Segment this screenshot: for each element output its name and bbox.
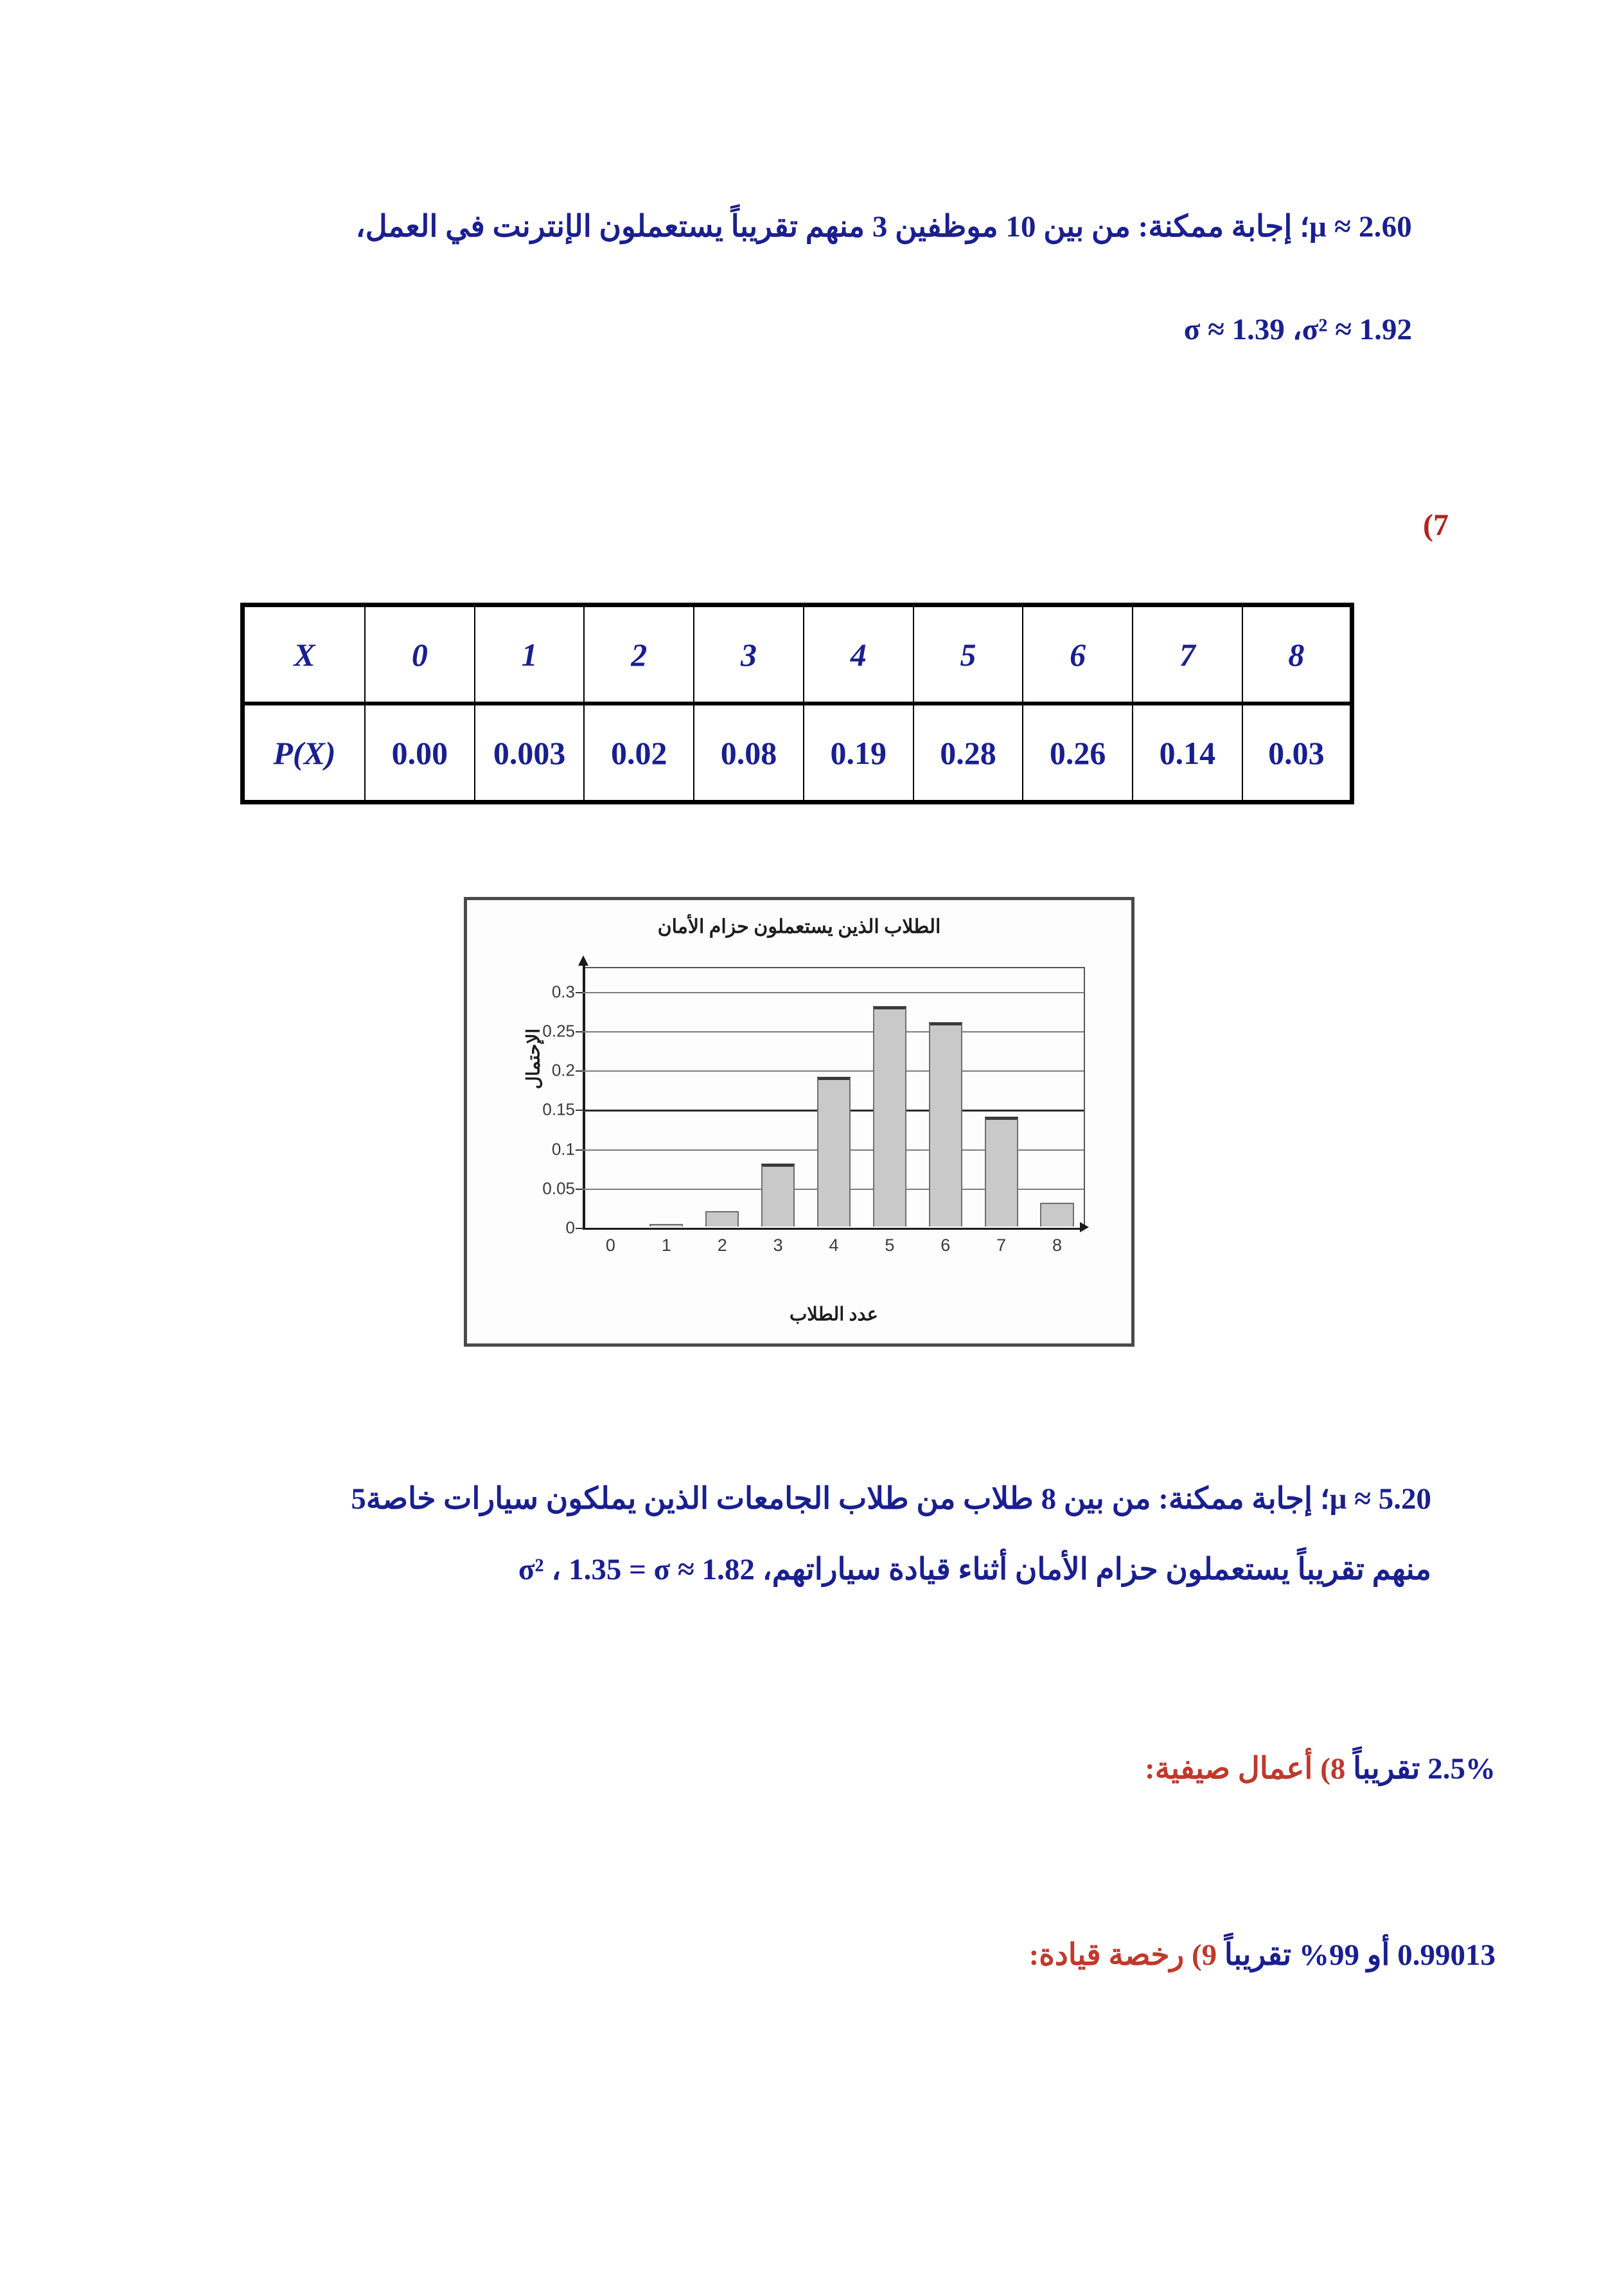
y-axis-arrow-icon (578, 955, 588, 966)
table-cell-p-1: 0.003 (473, 702, 585, 803)
table-cell-x-8: 8 (1241, 604, 1353, 704)
table-row: P(X) 0.00 0.003 0.02 0.08 0.19 0.28 0.26… (242, 702, 1353, 803)
probability-histogram-figure: الطلاب الذين يستعملون حزام الأمان الإحتم… (464, 897, 1134, 1347)
table-cell-x-2: 2 (583, 604, 695, 704)
answer-item-8-value: 2.5% تقريباً (1353, 1752, 1496, 1785)
x-tick-label: 1 (661, 1236, 671, 1255)
x-tick-label: 5 (885, 1236, 895, 1255)
answer-q6-line2: σ ≈ 1.39 ،σ² ≈ 1.92 (1183, 313, 1412, 346)
chart-x-axis-title: عدد الطلاب (790, 1304, 878, 1325)
table-header-px: P(X) (242, 702, 366, 803)
table-cell-p-6: 0.26 (1022, 702, 1134, 803)
table-header-x: X (242, 604, 366, 704)
chart-y-axis-title: الإحتمال (524, 1028, 544, 1090)
chart-gridline (583, 991, 1084, 993)
answer-item-9-value: 0.99013 أو 99% تقريباً (1224, 1938, 1496, 1972)
answer-item-9-label: 9) رخصة قيادة: (1028, 1938, 1217, 1972)
x-axis-arrow-icon (1080, 1222, 1089, 1232)
y-tick-mark (576, 991, 583, 993)
chart-bar (1040, 1203, 1074, 1227)
y-tick-label: 0.2 (551, 1060, 575, 1080)
answer-item-8: 2.5% تقريباً 8) أعمال صيفية: (1145, 1751, 1496, 1786)
table-cell-x-1: 1 (473, 604, 585, 704)
y-axis-line (583, 963, 585, 1228)
answer-q6-line1: 2.60 ≈ μ؛ إجابة ممكنة: من بين 10 موظفين … (355, 210, 1412, 244)
y-tick-label: 0 (565, 1218, 575, 1237)
table-cell-p-3: 0.08 (693, 702, 804, 803)
chart-bar (872, 1006, 906, 1227)
y-tick-mark (576, 1188, 583, 1190)
table-cell-p-7: 0.14 (1132, 702, 1243, 803)
chart-title: الطلاب الذين يستعملون حزام الأمان (657, 916, 941, 937)
x-tick-label: 7 (996, 1236, 1007, 1255)
answer-q7-line1: 5.20 ≈ μ؛ إجابة ممكنة: من بين 8 طلاب من … (351, 1482, 1431, 1516)
y-tick-label: 0.1 (551, 1139, 575, 1159)
question-number-7: (7 (1423, 508, 1449, 542)
answer-q7-line2: منهم تقريباً يستعملون حزام الأمان أثناء … (518, 1553, 1431, 1586)
table-cell-x-4: 4 (802, 604, 914, 704)
chart-bar (649, 1224, 684, 1227)
y-tick-mark (576, 1228, 583, 1229)
table-cell-x-6: 6 (1022, 604, 1134, 704)
y-tick-mark (576, 1031, 583, 1032)
table-cell-x-0: 0 (364, 604, 475, 704)
x-tick-label: 4 (829, 1236, 839, 1255)
x-tick-label: 2 (717, 1236, 727, 1255)
x-tick-label: 0 (605, 1236, 615, 1255)
chart-bar (761, 1164, 795, 1227)
table-cell-x-5: 5 (912, 604, 1024, 704)
chart-bar (816, 1077, 851, 1227)
chart-plot-area: 0 0.05 0.1 0.15 0.2 0.25 0.3 0 1 2 3 4 5 6 7 8 (542, 955, 1089, 1255)
chart-bar (928, 1022, 962, 1227)
chart-gridline (583, 1228, 1084, 1230)
table-cell-p-2: 0.02 (583, 702, 695, 803)
y-tick-label: 0.25 (542, 1021, 575, 1041)
answer-item-8-label: 8) أعمال صيفية: (1145, 1752, 1346, 1785)
y-tick-mark (576, 1110, 583, 1112)
table-cell-p-8: 0.03 (1241, 702, 1353, 803)
table-cell-p-0: 0.00 (364, 702, 475, 803)
table-cell-x-3: 3 (693, 604, 804, 704)
x-tick-label: 6 (940, 1236, 951, 1255)
probability-distribution-table: X 0 1 2 3 4 5 6 7 8 P(X) 0.00 0.003 0.02… (240, 603, 1354, 804)
chart-bar (705, 1210, 739, 1227)
chart-gridline (583, 1031, 1084, 1032)
chart-bar (984, 1116, 1018, 1227)
x-tick-label: 3 (773, 1236, 783, 1255)
y-tick-label: 0.15 (542, 1099, 575, 1119)
answer-item-9: 0.99013 أو 99% تقريباً 9) رخصة قيادة: (1029, 1937, 1496, 1972)
y-tick-label: 0.05 (542, 1178, 575, 1198)
x-tick-label: 8 (1052, 1236, 1063, 1255)
y-tick-label: 0.3 (551, 982, 575, 1002)
table-cell-p-5: 0.28 (912, 702, 1024, 803)
y-tick-mark (576, 1149, 583, 1151)
table-cell-p-4: 0.19 (802, 702, 914, 803)
table-row: X 0 1 2 3 4 5 6 7 8 (242, 604, 1353, 704)
y-tick-mark (576, 1070, 583, 1072)
chart-gridline (583, 1070, 1084, 1072)
table-cell-x-7: 7 (1132, 604, 1243, 704)
